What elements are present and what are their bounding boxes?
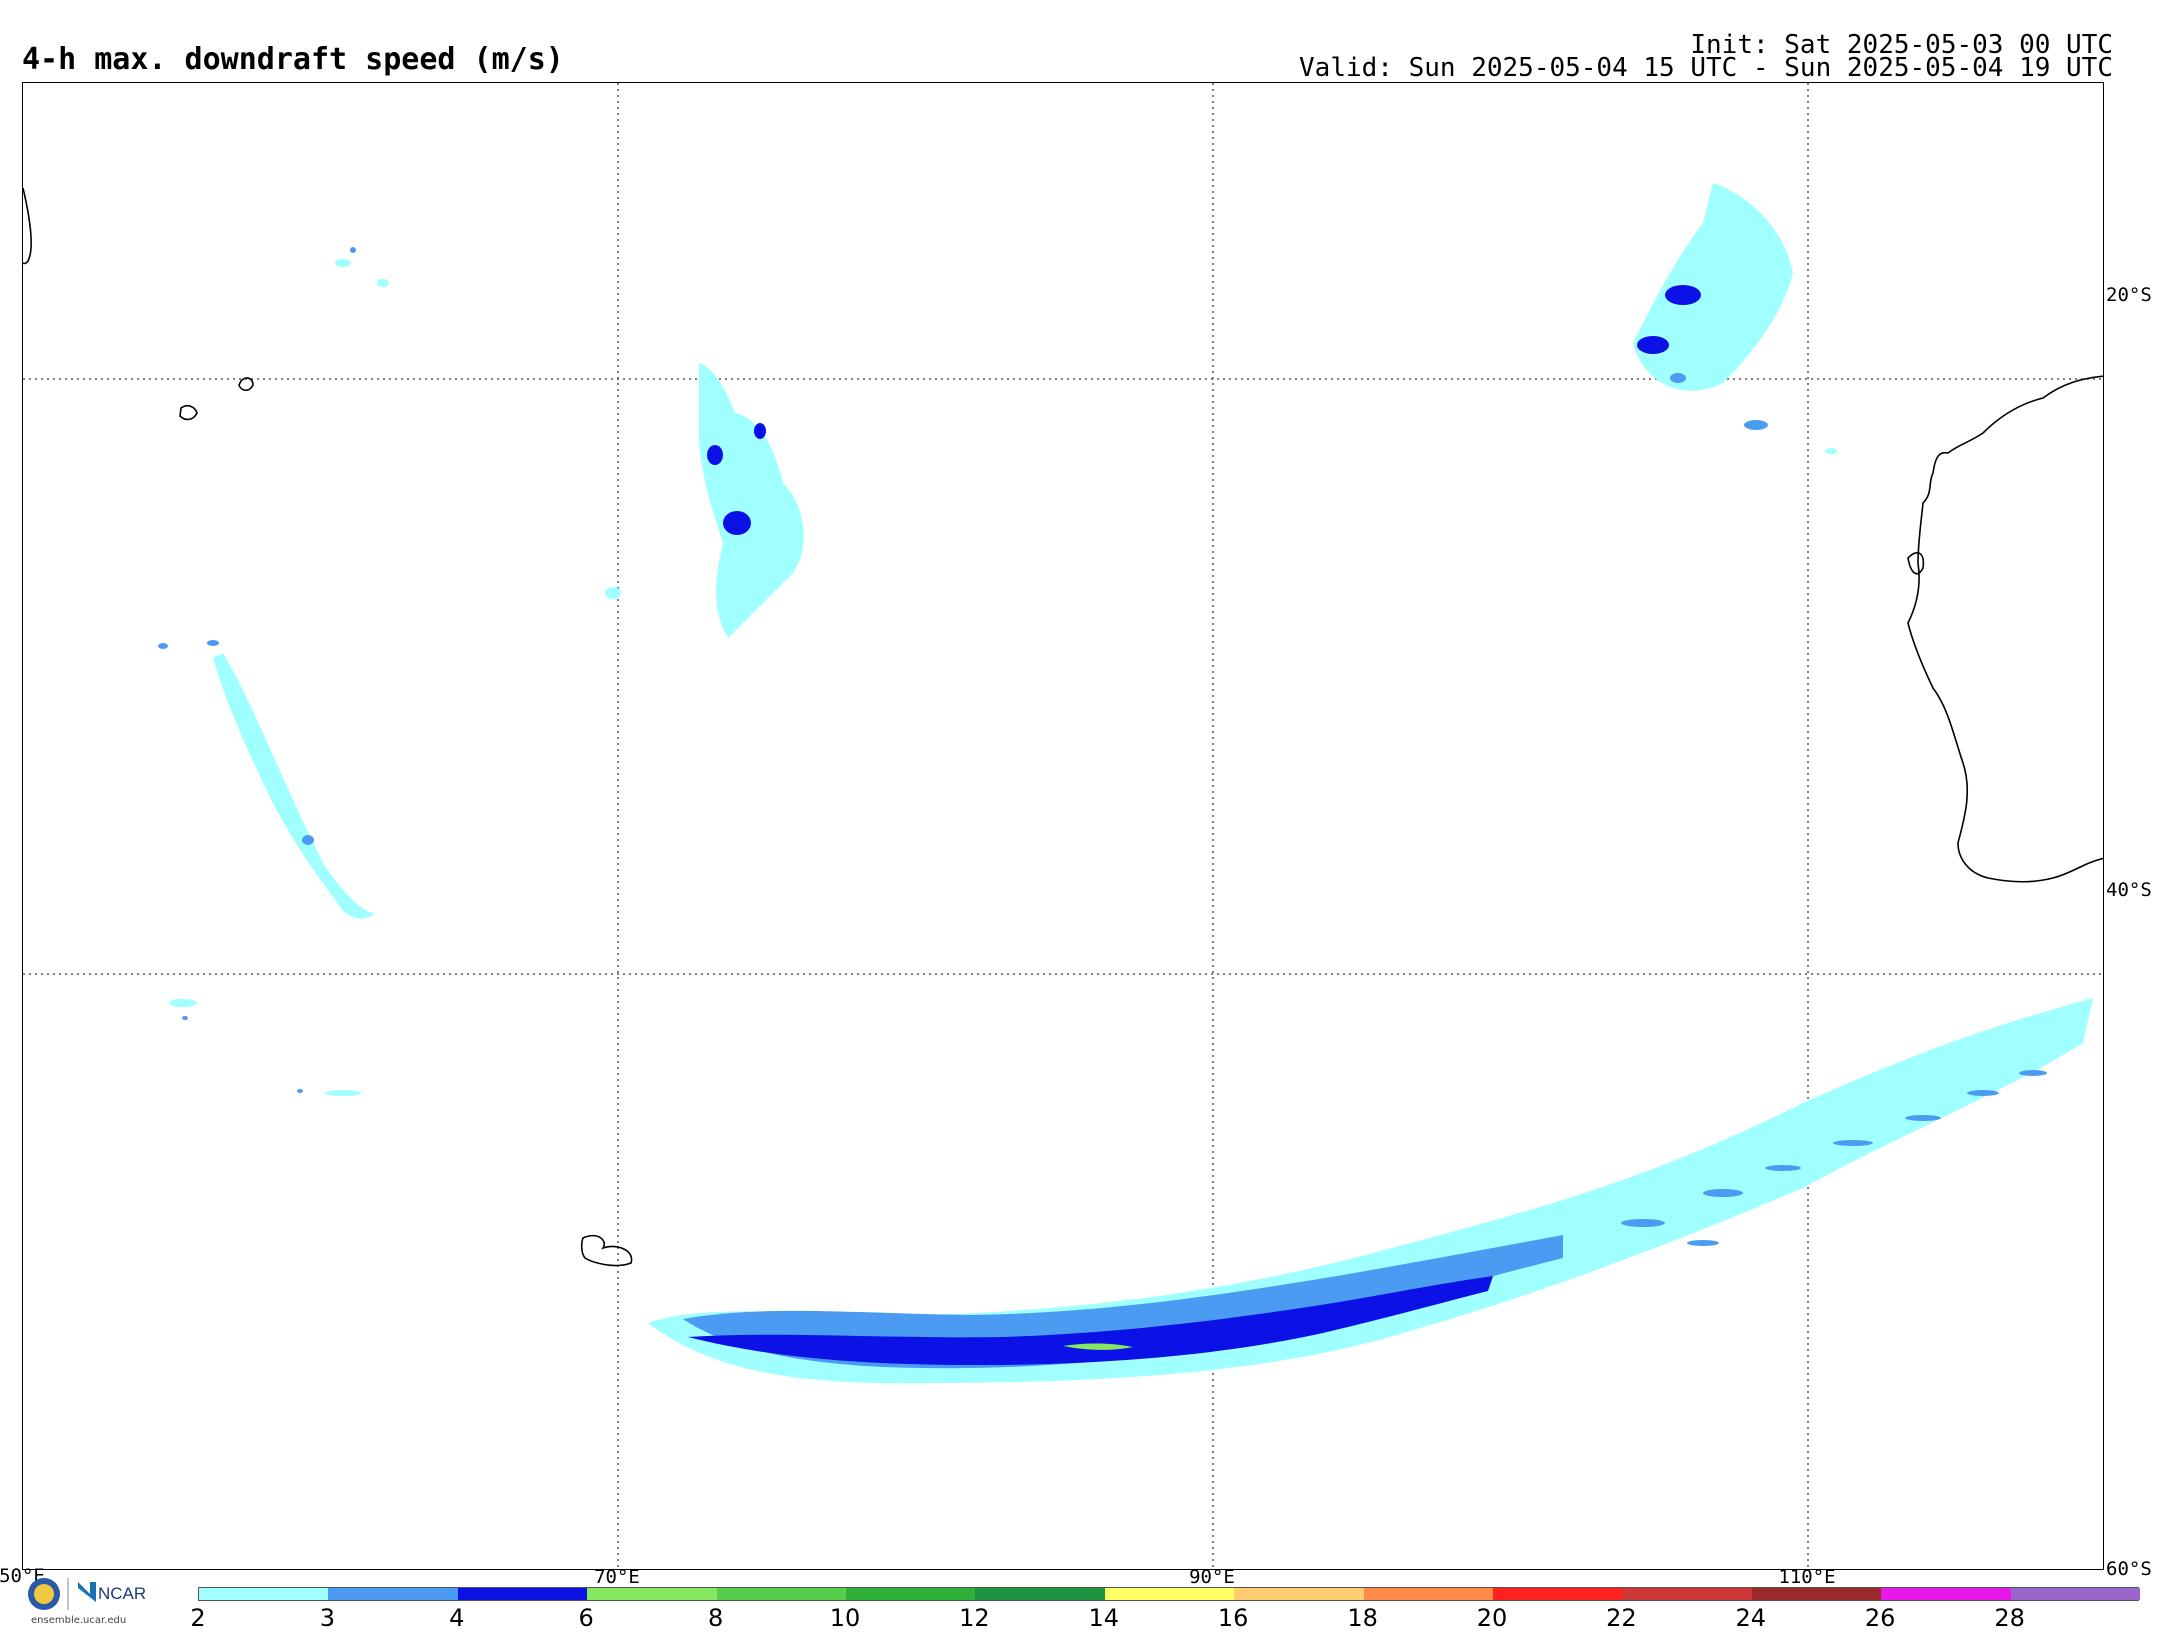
map-canvas [23,83,2103,1569]
cluster-central-core-1 [707,445,723,465]
coast-madagascar [23,187,32,265]
colorbar-tick-label: 12 [959,1604,990,1632]
colorbar-tick-label: 10 [829,1604,861,1632]
lon-label-110e: 110°E [1778,1566,1836,1588]
logo-url: ensemble.ucar.edu [31,1615,127,1626]
lon-label-90e: 90°E [1189,1566,1235,1588]
colorbar-tick-label: 28 [1994,1604,2025,1632]
band-streaks [1621,1070,2047,1246]
band-mid-3ms [683,1235,1563,1369]
lon-label-70e: 70°E [594,1566,640,1588]
scattered-patches [169,259,1837,1096]
coast-australia [1907,375,2103,883]
cluster-west-core-3 [158,643,168,649]
colorbar-segment [1881,1588,2012,1600]
cluster-central-core-3 [754,423,766,439]
colorbar-segment [587,1588,718,1600]
lat-label-20s: 20°S [2106,284,2152,306]
colorbar-segment [457,1588,588,1600]
valid-time: Valid: Sun 2025-05-04 15 UTC - Sun 2025-… [1299,53,2113,83]
downdraft-band-south [648,998,2093,1384]
cluster-west-core [302,835,314,845]
colorbar-segment [328,1588,459,1600]
cluster-west-core-2 [207,640,219,646]
nsf-ncar-logo [28,1578,96,1610]
colorbar-segment [846,1588,976,1600]
colorbar-tick-label: 3 [319,1604,336,1632]
colorbar [198,1587,2141,1601]
cluster-ne-core-2 [1637,336,1669,354]
colorbar-tick-label: 18 [1347,1604,1378,1632]
lat-label-60s: 60°S [2106,1558,2152,1580]
storm-clusters-north [158,183,1837,1096]
band-core-4ms [688,1276,1493,1365]
colorbar-tick-label: 24 [1735,1604,1767,1632]
colorbar-tick-label: 20 [1476,1604,1508,1632]
cluster-ne-core-1 [1665,285,1701,305]
colorbar-segment [1234,1588,1365,1600]
colorbar-segment [975,1588,1106,1600]
init-time: Init: Sat 2025-05-03 00 UTC [1690,30,2113,60]
cluster-ne-core-3 [1744,420,1768,430]
coastlines [23,187,2103,1267]
cluster-ne [1633,183,1793,391]
coast-mauritius [238,377,254,392]
colorbar-segment [199,1588,329,1600]
map-title: 4-h max. downdraft speed (m/s) [22,42,564,77]
colorbar-tick-label: 22 [1606,1604,1637,1632]
colorbar-tick-label: 16 [1217,1604,1249,1632]
colorbar-tick-label: 14 [1088,1604,1120,1632]
colorbar-tick-label: 8 [707,1604,724,1632]
colorbar-tick-label: 4 [449,1604,465,1632]
gridlines [23,83,2103,1569]
colorbar-tick-label: 6 [578,1604,594,1632]
colorbar-segment [2010,1588,2141,1600]
cluster-ne-core-4 [1670,373,1686,383]
colorbar-segment [1104,1588,1235,1600]
ncar-label: NCAR [98,1584,147,1603]
colorbar-segment [1493,1588,1623,1600]
lat-label-40s: 40°S [2106,879,2152,901]
colorbar-segment [1363,1588,1494,1600]
cluster-west-diagonal [213,653,375,919]
coast-kerguelen [580,1234,633,1267]
cluster-central-core-2 [723,511,751,535]
colorbar-tick-label: 2 [190,1604,206,1632]
colorbar-segment [1751,1588,1882,1600]
colorbar-tick-label: 26 [1864,1604,1896,1632]
coast-shark-bay [1907,552,1925,575]
lon-label-50e: 50°E [0,1565,45,1587]
cluster-central-north [699,363,804,638]
scattered-cores [182,247,356,1093]
band-peak-6ms [1063,1343,1133,1350]
ncar-mark-icon [78,1582,96,1602]
map-panel [22,82,2104,1570]
colorbar-segment [716,1588,847,1600]
colorbar-segment [1622,1588,1753,1600]
coast-reunion [179,405,198,421]
